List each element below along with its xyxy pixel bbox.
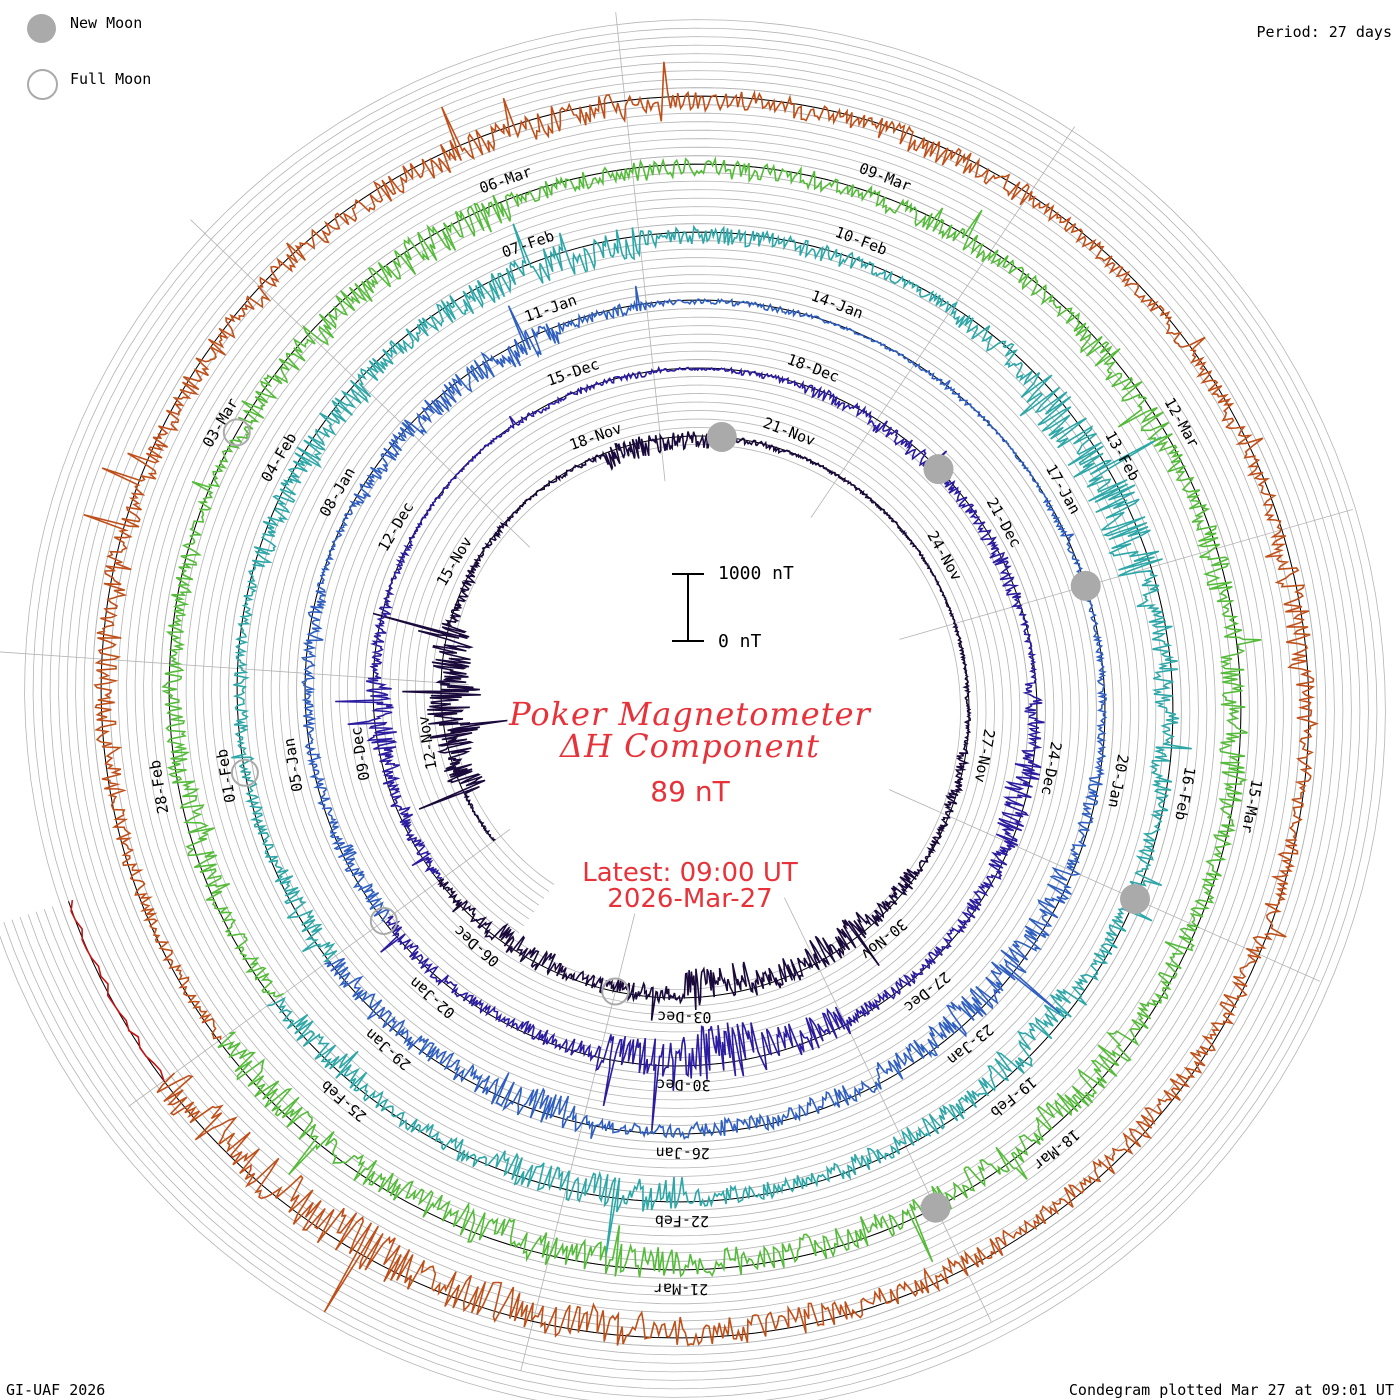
trace-cycle-5 — [161, 156, 1262, 1278]
moon-markers — [222, 418, 1150, 1223]
trace-cycle-2 — [335, 365, 1045, 1131]
scale-top-label: 1000 nT — [718, 563, 794, 584]
date-label: 21-Dec — [983, 495, 1025, 551]
scale-bar — [672, 573, 704, 642]
latest-time: Latest: 09:00 UT — [582, 858, 798, 888]
full-moon-legend-icon — [27, 69, 58, 100]
date-label: 06-Mar — [477, 162, 534, 197]
date-label: 18-Dec — [785, 350, 842, 386]
date-label: 18-Mar — [1030, 1126, 1083, 1174]
new-moon-marker — [1070, 570, 1101, 601]
latest-date: 2026-Mar-27 — [607, 884, 773, 914]
date-label: 21-Mar — [654, 1280, 708, 1299]
new-moon-marker — [923, 454, 954, 485]
day-spoke-9 — [520, 913, 636, 1372]
date-label: 03-Dec — [657, 1008, 711, 1027]
date-label: 21-Nov — [761, 414, 818, 450]
new-moon-legend-icon — [27, 14, 56, 43]
full-moon-marker — [369, 907, 398, 935]
day-spoke-2 — [0, 651, 469, 686]
trace-cycle-4 — [231, 223, 1192, 1257]
new-moon-marker — [920, 1192, 951, 1223]
date-label: 27-Dec — [901, 968, 954, 1016]
date-label: 24-Nov — [923, 528, 965, 584]
chart-subtitle: ΔH Component — [559, 727, 821, 765]
chart-title: Poker Magnetometer — [509, 695, 871, 733]
date-label: 25-Feb — [317, 1076, 370, 1125]
date-label: 02-Jan — [406, 973, 459, 1022]
date-label: 03-Mar — [199, 395, 242, 451]
date-label: 23-Jan — [944, 1020, 997, 1068]
full-moon-marker — [230, 758, 259, 787]
trace-cycle-1 — [372, 428, 972, 1021]
trace-cycle-6 — [83, 61, 1319, 1347]
new-moon-marker — [1120, 884, 1150, 914]
footer-plot-time: Condegram plotted Mar 27 at 09:01 UT — [1068, 1381, 1394, 1399]
new-moon-marker — [706, 422, 737, 452]
day-spoke-4 — [615, 12, 666, 482]
date-label: 12-Dec — [374, 499, 417, 555]
full-moon-marker — [222, 418, 251, 447]
date-label: 09-Mar — [857, 159, 914, 195]
date-label: 06-Dec — [450, 922, 503, 971]
scale-bottom-label: 0 nT — [718, 631, 762, 652]
date-label: 26-Jan — [656, 1144, 710, 1163]
date-label: 07-Feb — [500, 227, 557, 262]
full-moon-marker — [601, 977, 630, 1006]
trace-cycle-3 — [300, 285, 1108, 1140]
date-label: 30-Dec — [656, 1076, 710, 1095]
current-value: 89 nT — [650, 775, 730, 808]
data-traces — [70, 61, 1319, 1347]
date-label: 13-Feb — [1101, 428, 1143, 484]
date-label: 11-Jan — [522, 291, 579, 326]
date-label: 22-Feb — [655, 1212, 709, 1231]
day-spoke-1 — [128, 828, 511, 1107]
footer-credit: GI-UAF 2026 — [6, 1381, 106, 1399]
new-moon-legend-label: New Moon — [70, 14, 143, 32]
date-label: 15-Dec — [545, 355, 602, 390]
full-moon-legend-label: Full Moon — [70, 70, 152, 88]
period-label: Period: 27 days — [1256, 23, 1392, 41]
date-label: 18-Nov — [567, 419, 624, 454]
trace-cycle-7 — [70, 900, 165, 1081]
date-label: 08-Jan — [316, 464, 359, 520]
date-label: 19-Feb — [987, 1073, 1040, 1121]
